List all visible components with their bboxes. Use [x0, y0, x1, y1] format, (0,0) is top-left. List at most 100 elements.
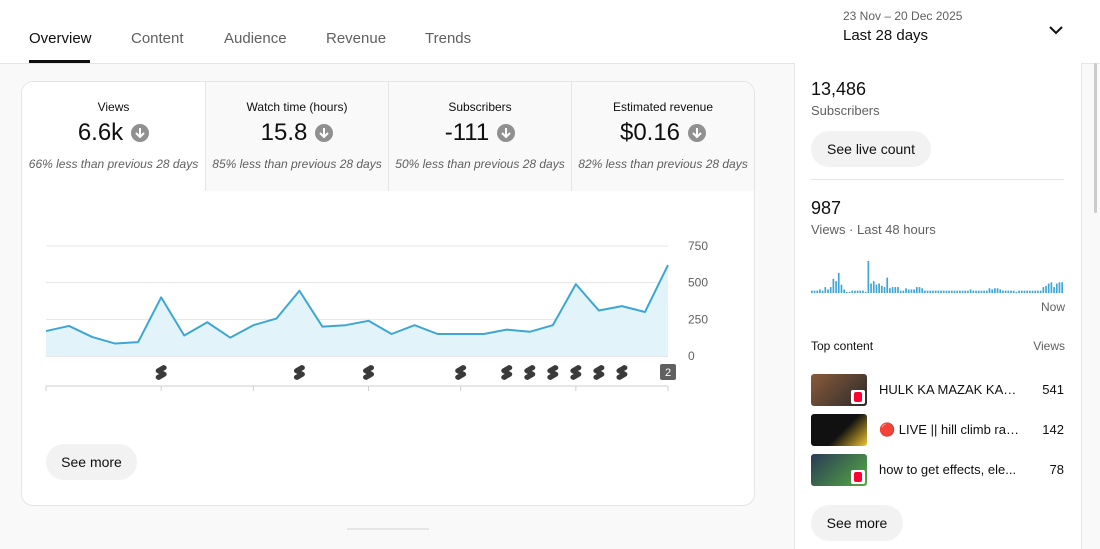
views-line — [45, 264, 669, 345]
hourly-bar — [991, 289, 994, 293]
date-range-label[interactable]: Last 28 days — [843, 27, 929, 44]
shorts-logo-path — [547, 365, 559, 380]
hourly-bar — [1012, 290, 1015, 293]
metric-label: Estimated revenue — [612, 100, 714, 114]
hourly-bar — [880, 285, 883, 293]
see-live-count-button[interactable]: See live count — [811, 131, 931, 167]
hourly-bar — [1037, 290, 1039, 293]
hourly-bar — [840, 284, 843, 293]
hourly-bar — [835, 281, 837, 293]
tab-revenue[interactable]: Revenue — [326, 30, 387, 47]
hourly-bar — [897, 287, 899, 293]
metric-watch-time[interactable]: Watch time (hours) 15.8 85% less than pr… — [205, 82, 388, 191]
video-thumbnail — [811, 414, 867, 446]
hourly-bar — [1031, 290, 1034, 293]
hourly-bar — [1007, 290, 1010, 293]
active-tab-indicator — [29, 60, 90, 63]
video-views: 78 — [1049, 462, 1064, 477]
y-tick-label: 250 — [688, 312, 708, 326]
subscriber-count: 13,486 — [811, 79, 867, 99]
hourly-bar — [843, 289, 845, 293]
views-chart[interactable]: 7505002500223 Nov ...28 Nov 20252 Dec 20… — [22, 192, 754, 392]
hourly-bar — [907, 289, 910, 293]
tab-trends[interactable]: Trends — [425, 30, 472, 47]
hourly-bar — [1042, 287, 1045, 293]
tab-content[interactable]: Content — [131, 30, 184, 47]
hourly-bar — [902, 290, 905, 293]
scrollbar[interactable] — [1094, 63, 1097, 213]
shorts-logo-path — [616, 365, 628, 380]
hourly-bar — [859, 290, 862, 293]
views-48h-count: 987 — [811, 198, 842, 218]
shorts-logo-path — [155, 365, 167, 380]
hourly-bar — [961, 290, 964, 293]
hourly-bar — [1045, 285, 1047, 293]
hourly-bar — [1050, 282, 1053, 293]
hourly-bar — [894, 287, 897, 293]
top-content-header: Top content — [811, 339, 874, 353]
hourly-bar — [1034, 290, 1037, 293]
metric-revenue[interactable]: Estimated revenue $0.16 82% less than pr… — [571, 82, 754, 191]
views-area — [46, 265, 668, 356]
shorts-logo-path — [570, 365, 582, 380]
metric-value: $0.16 — [619, 119, 681, 146]
hourly-bar — [1029, 290, 1031, 293]
overview-card: Views 6.6k 66% less than previous 28 day… — [21, 81, 755, 506]
metric-value: -111 — [444, 119, 490, 146]
hourly-bar — [878, 283, 880, 293]
multi-upload-badge-label: 2 — [665, 367, 671, 379]
hourly-bar — [845, 292, 848, 293]
shorts-icon — [363, 365, 375, 380]
metric-label: Watch time (hours) — [246, 100, 348, 114]
hourly-bar — [921, 288, 924, 293]
top-content-item[interactable]: how to get effects, ele... 78 — [811, 454, 1064, 486]
shorts-icon — [501, 365, 513, 380]
metric-change: 50% less than previous 28 days — [395, 157, 565, 171]
hourly-bar — [988, 288, 991, 293]
date-range-dates[interactable]: 23 Nov – 20 Dec 2025 — [843, 9, 963, 23]
hourly-bar — [856, 290, 859, 293]
y-tick-label: 0 — [688, 349, 695, 363]
hourly-bar — [1053, 287, 1055, 293]
tab-overview[interactable]: Overview — [29, 30, 92, 47]
shorts-icon — [593, 365, 605, 380]
y-tick-label: 750 — [688, 239, 708, 253]
hourly-bar — [996, 288, 999, 293]
hourly-bar — [932, 290, 934, 293]
shorts-logo-path — [501, 365, 513, 380]
top-content-item[interactable]: HULK KA MAZAK KAR... 541 — [811, 374, 1064, 406]
hourly-bar — [1061, 282, 1063, 293]
hourly-bar — [837, 272, 840, 293]
hourly-bar — [854, 290, 856, 293]
subscriber-label: Subscribers — [811, 103, 880, 118]
metric-subscribers[interactable]: Subscribers -111 50% less than previous … — [388, 82, 571, 191]
see-more-button[interactable]: See more — [46, 444, 137, 480]
hourly-bar — [883, 287, 886, 293]
top-content-see-more-button[interactable]: See more — [811, 505, 903, 541]
top-content-item[interactable]: 🔴 LIVE || hill climb rac... 142 — [811, 414, 1064, 446]
hourly-bar — [948, 290, 950, 293]
views-48h-chart[interactable] — [811, 258, 1064, 293]
now-label: Now — [1040, 300, 1065, 314]
hourly-bar — [848, 292, 851, 293]
arrow-down-icon — [131, 124, 150, 142]
hourly-bar — [918, 287, 921, 293]
video-views: 142 — [1042, 422, 1064, 437]
metric-views[interactable]: Views 6.6k 66% less than previous 28 day… — [22, 82, 205, 191]
hourly-bar — [889, 288, 891, 293]
tab-audience[interactable]: Audience — [224, 30, 287, 47]
shorts-logo-path — [293, 365, 305, 380]
hourly-bar — [1015, 291, 1018, 293]
metric-value: 15.8 — [260, 119, 308, 146]
hourly-bar — [913, 289, 915, 293]
hourly-bar — [969, 289, 972, 293]
metric-label: Views — [97, 100, 130, 114]
shorts-logo-path — [524, 365, 536, 380]
hourly-bar — [942, 290, 945, 293]
hourly-bar — [915, 287, 918, 293]
hourly-bar — [1020, 290, 1023, 293]
arrow-down-icon — [497, 124, 516, 142]
chevron-down-icon[interactable] — [1046, 20, 1066, 40]
shorts-icon — [616, 365, 628, 380]
hourly-bar — [891, 287, 894, 293]
